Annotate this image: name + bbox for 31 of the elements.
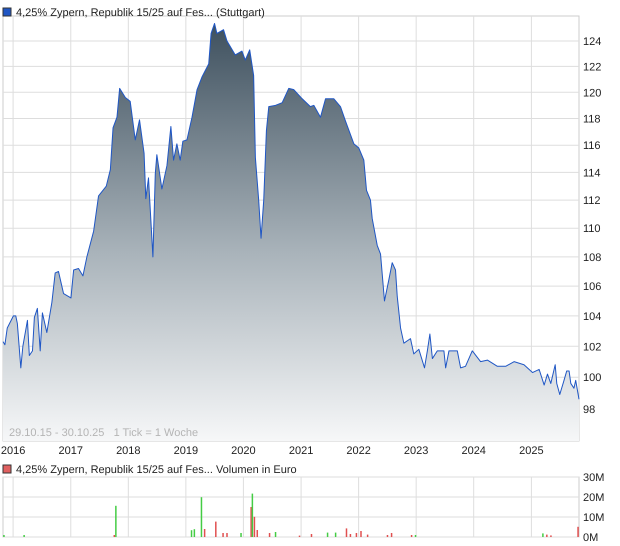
legend-label: 4,25% Zypern, Republik 15/25 auf Fes... Volumen in Euro bbox=[16, 464, 297, 476]
x-tick-label: 2016 bbox=[0, 445, 26, 457]
x-tick-label: 2021 bbox=[288, 445, 314, 457]
y-tick-label: 116 bbox=[583, 140, 601, 152]
x-tick-label: 2024 bbox=[461, 445, 486, 457]
y-tick-label: 10M bbox=[583, 512, 604, 524]
x-tick-label: 2018 bbox=[116, 445, 141, 457]
x-tick-label: 2020 bbox=[231, 445, 256, 457]
y-tick-label: 114 bbox=[583, 167, 601, 180]
y-tick-label: 30M bbox=[583, 472, 604, 484]
y-tick-label: 100 bbox=[583, 372, 602, 384]
y-tick-label: 0M bbox=[583, 532, 598, 544]
y-tick-label: 98 bbox=[583, 404, 596, 416]
y-tick-label: 106 bbox=[583, 281, 602, 294]
x-tick-label: 2023 bbox=[404, 445, 428, 457]
y-tick-label: 108 bbox=[583, 252, 602, 264]
y-tick-label: 20M bbox=[583, 492, 604, 504]
x-tick-label: 2025 bbox=[519, 445, 544, 457]
y-tick-label: 124 bbox=[583, 36, 602, 48]
x-tick-label: 2017 bbox=[58, 445, 84, 457]
y-tick-label: 112 bbox=[583, 195, 601, 208]
x-tick-label: 2019 bbox=[174, 445, 198, 457]
y-tick-label: 120 bbox=[583, 87, 602, 100]
x-tick-label: 2022 bbox=[346, 445, 371, 457]
y-tick-label: 118 bbox=[583, 114, 601, 126]
y-tick-label: 102 bbox=[583, 341, 602, 354]
y-tick-label: 110 bbox=[583, 223, 601, 236]
y-tick-label: 104 bbox=[583, 310, 602, 323]
y-tick-label: 122 bbox=[583, 61, 602, 74]
legend-label: 4,25% Zypern, Republik 15/25 auf Fes... (Stuttgart) bbox=[16, 7, 265, 19]
annotation: 29.10.15 - 30.10.25 1 Tick = 1 Woche bbox=[9, 427, 198, 439]
